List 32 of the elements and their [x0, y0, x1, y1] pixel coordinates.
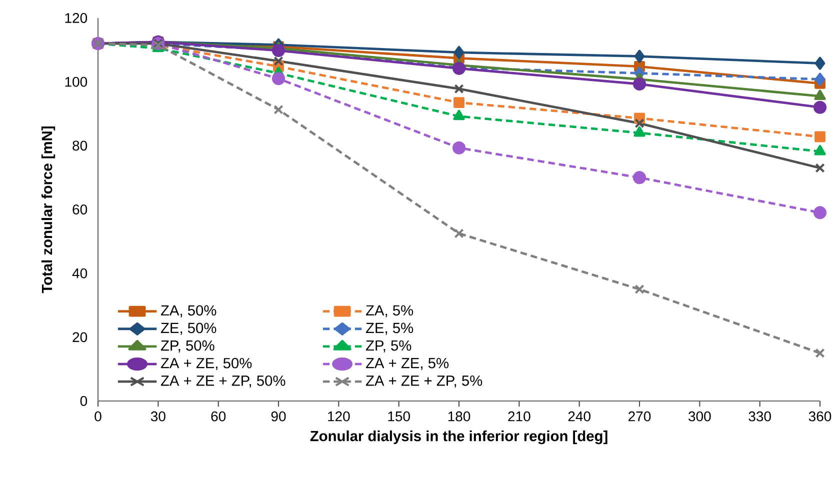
legend-label: ZA + ZE, 50% — [160, 358, 252, 370]
y-tick-label: 80 — [72, 140, 88, 151]
y-tick-label: 100 — [65, 76, 88, 87]
legend-label: ZE, 50% — [160, 322, 216, 335]
legend-label: ZA + ZE, 5% — [366, 358, 449, 370]
x-tick-label: 150 — [388, 411, 410, 422]
legend-label: ZA, 5% — [366, 305, 414, 318]
y-axis-title: Total zonular force [mN] — [41, 126, 56, 294]
legend-label: ZA + ZE + ZP, 5% — [366, 376, 482, 388]
x-tick-label: 360 — [808, 411, 832, 422]
legend-label: ZA, 50% — [160, 305, 216, 318]
x-tick-label: 180 — [448, 411, 470, 422]
x-tick-label: 270 — [628, 411, 651, 422]
x-tick-label: 60 — [211, 411, 226, 422]
y-tick-label: 60 — [72, 204, 88, 214]
legend-label: ZE, 5% — [366, 322, 414, 335]
legend-label: ZA + ZE + ZP, 50% — [160, 376, 286, 388]
y-tick-label: 40 — [72, 268, 88, 278]
x-axis-title: Zonular dialysis in the inferior region [deg] — [310, 430, 608, 444]
x-tick-label: 300 — [688, 411, 711, 422]
x-tick-label: 120 — [328, 411, 350, 422]
legend-label: ZP, 50% — [160, 340, 214, 352]
x-tick-label: 90 — [271, 411, 286, 422]
x-tick-label: 30 — [150, 411, 166, 422]
x-tick-label: 210 — [508, 411, 530, 422]
legend-label: ZP, 5% — [366, 340, 412, 352]
x-tick-label: 240 — [568, 411, 590, 422]
y-tick-label: 20 — [72, 332, 88, 342]
y-tick-label: 0 — [80, 396, 88, 406]
x-tick-label: 0 — [94, 411, 102, 422]
x-tick-label: 330 — [748, 411, 771, 422]
y-tick-label: 120 — [65, 13, 88, 23]
